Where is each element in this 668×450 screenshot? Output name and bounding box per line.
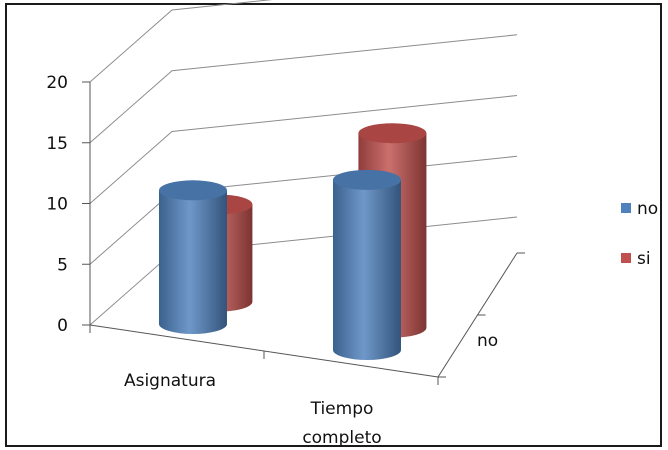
- y-tick-label: 20: [46, 73, 68, 93]
- gridline: [89, 95, 518, 204]
- gridline: [89, 216, 518, 326]
- bar-no-Asignatura: [158, 180, 227, 334]
- gridline: [89, 155, 518, 265]
- bar-no-Tiempo completo: [332, 169, 401, 360]
- depth-tick-label: no: [477, 331, 498, 351]
- legend-swatch: [621, 203, 631, 213]
- y-tick-label: 0: [57, 316, 68, 336]
- gridline: [89, 0, 273, 83]
- gridlines: [89, 0, 518, 326]
- x-tick-label: Asignatura: [124, 371, 216, 391]
- x-tick-label: Tiempo: [310, 399, 374, 419]
- x-tick-label: completo: [302, 428, 381, 448]
- y-tick-label: 5: [57, 255, 68, 275]
- bar-top: [358, 123, 427, 144]
- legend-label: si: [637, 249, 651, 269]
- y-tick-label: 10: [46, 195, 68, 215]
- gridline: [89, 34, 518, 144]
- x-tick-labels: Asignatura Tiempo completo: [124, 371, 382, 448]
- bar-body: [158, 190, 227, 334]
- bar-top: [158, 180, 227, 201]
- bars: [158, 123, 427, 360]
- legend-item-si: si: [621, 249, 651, 269]
- bar-body: [332, 179, 401, 360]
- legend: no si: [621, 199, 658, 269]
- bar-top: [332, 169, 401, 190]
- legend-label: no: [637, 199, 658, 219]
- axes: [82, 81, 525, 385]
- y-tick-label: 15: [46, 134, 68, 154]
- legend-swatch: [621, 253, 631, 263]
- depth-tick-labels: no: [477, 331, 498, 351]
- y-tick-labels: 0 5 10 15 20: [46, 73, 68, 336]
- legend-item-no: no: [621, 199, 658, 219]
